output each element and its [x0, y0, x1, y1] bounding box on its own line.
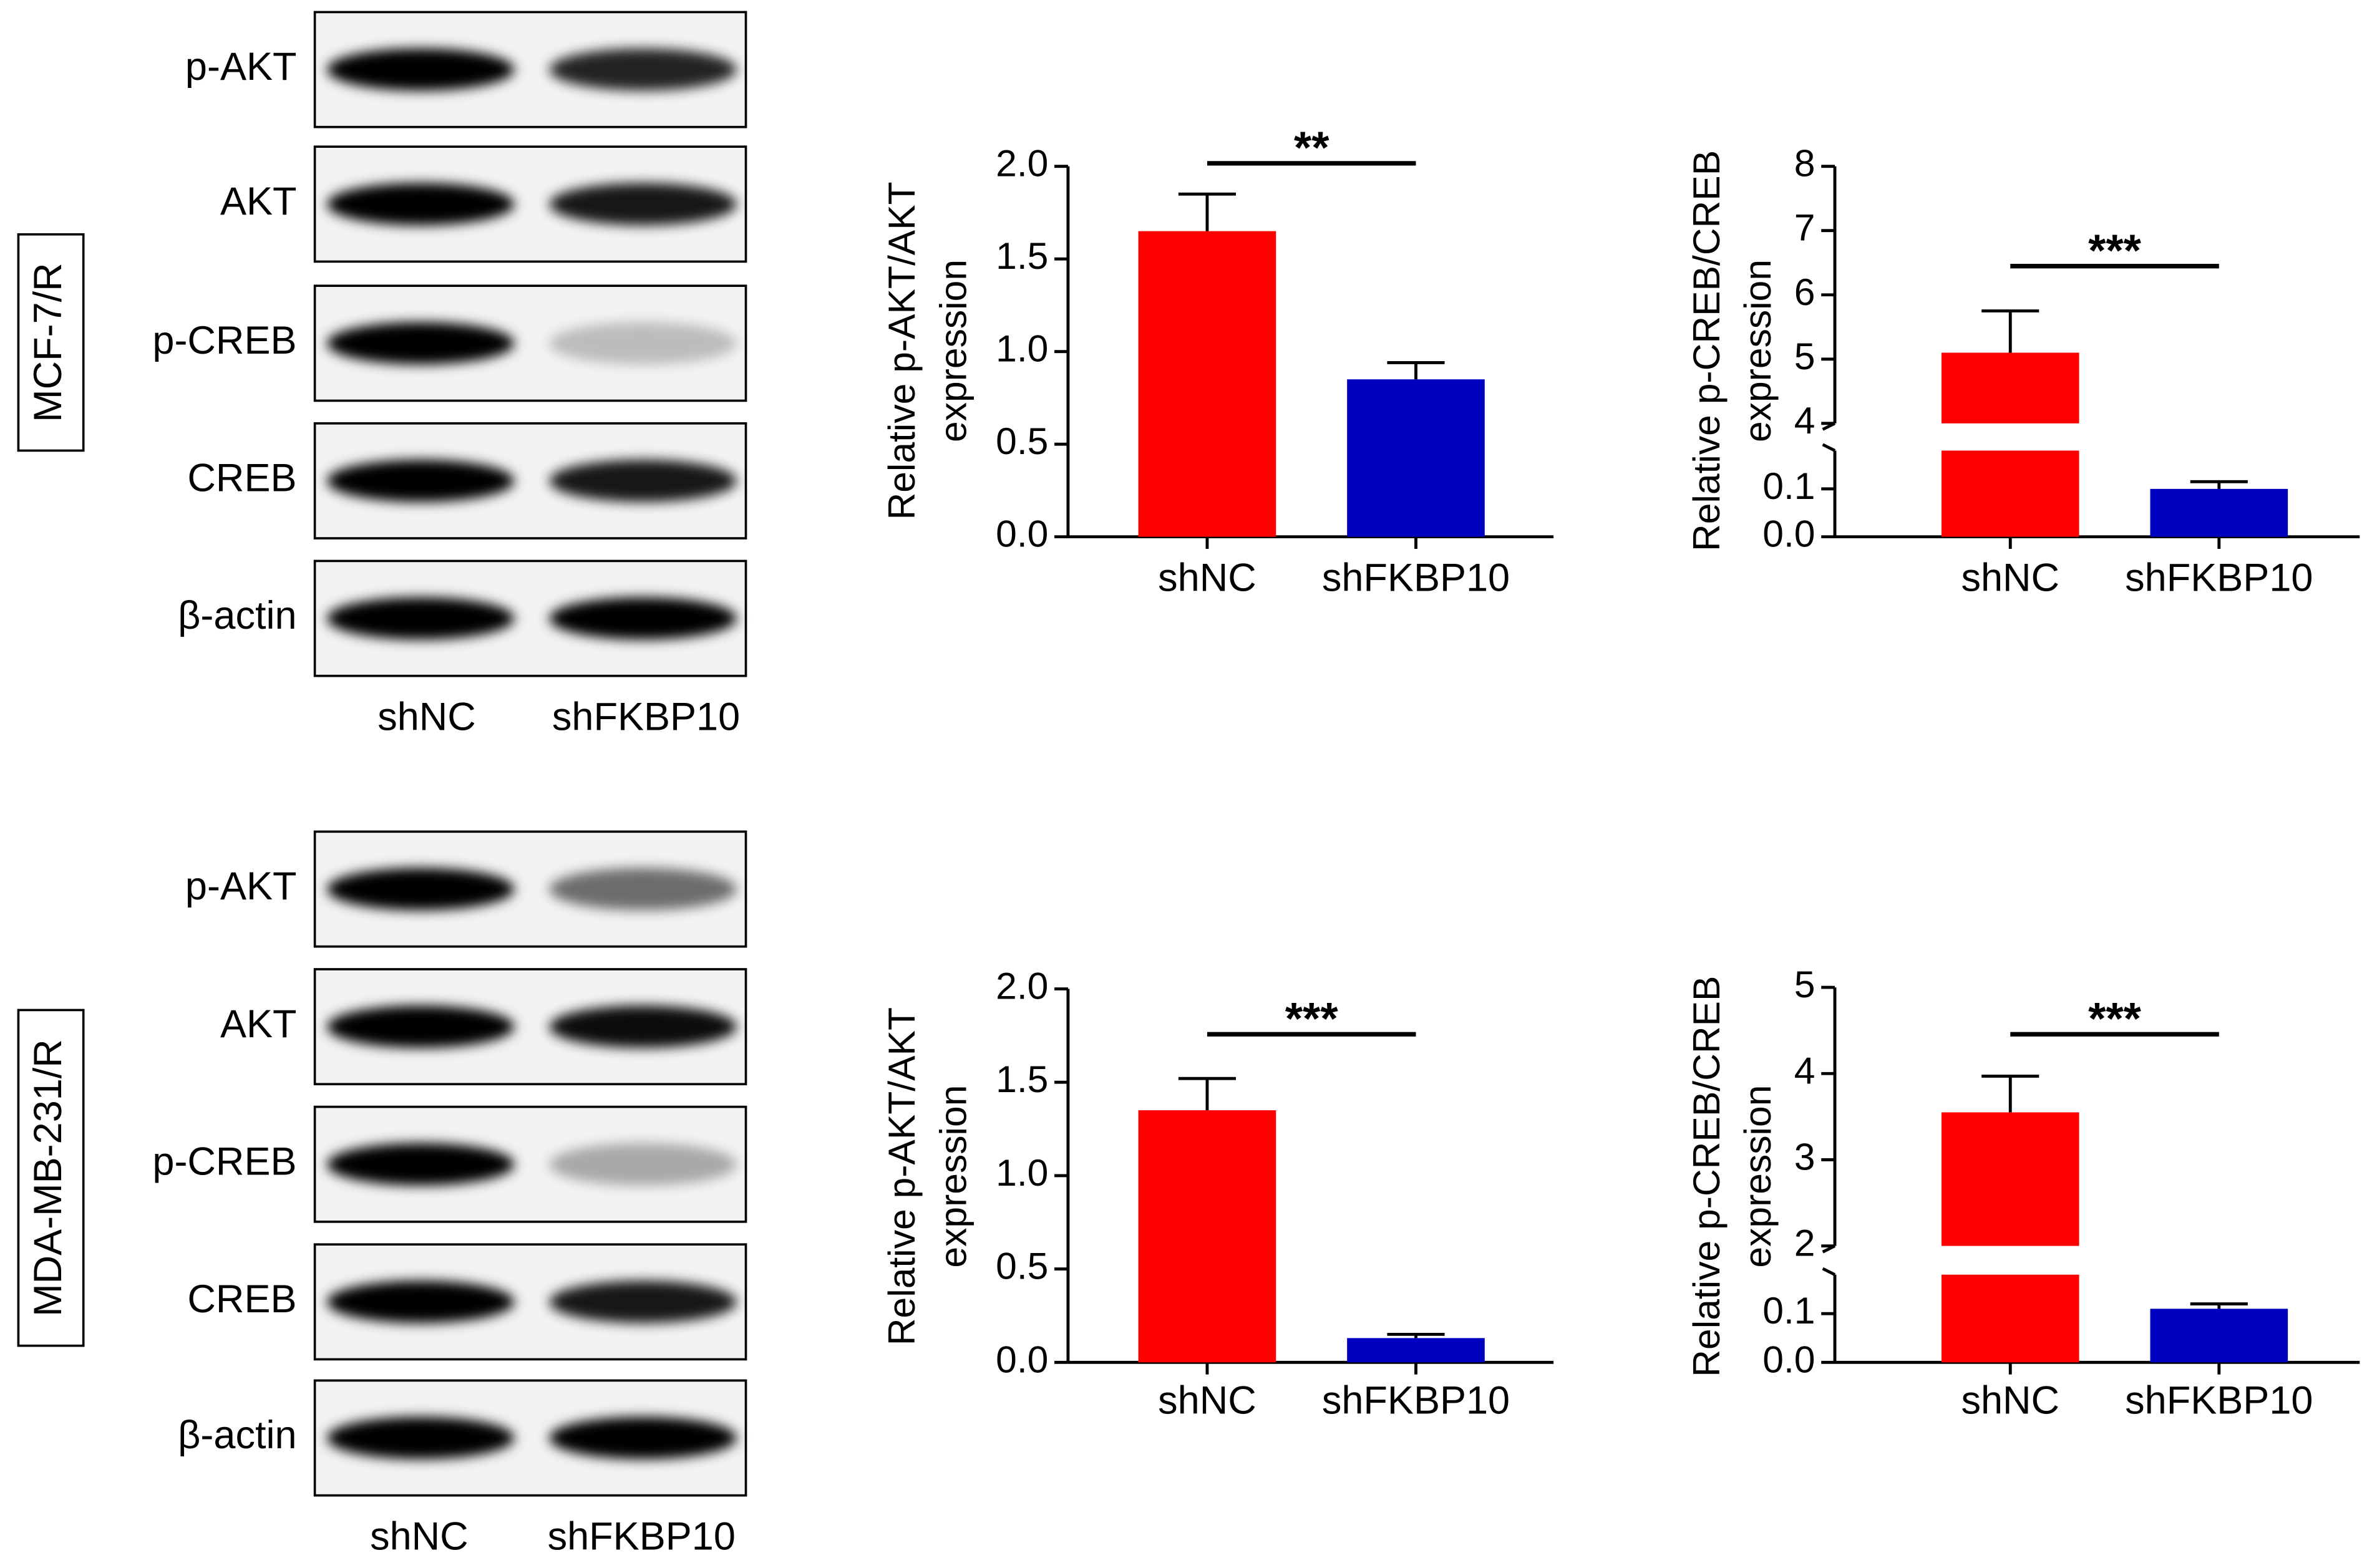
axis-break [1822, 1267, 1836, 1276]
y-axis-label: expression [932, 1085, 975, 1268]
blot-row-label: AKT [220, 1002, 297, 1046]
y-tick-label: 7 [1794, 206, 1815, 249]
x-tick-label: shFKBP10 [2125, 556, 2313, 600]
x-tick-label: shFKBP10 [1322, 1378, 1510, 1422]
blot-band [549, 597, 737, 640]
y-axis-label: expression [932, 259, 975, 442]
y-tick-label: 4 [1794, 1049, 1815, 1091]
bar [1941, 450, 2079, 537]
bar [1138, 231, 1276, 537]
blot-band [326, 183, 515, 226]
cell-line-box [17, 1009, 85, 1347]
bar [1941, 352, 2079, 423]
blot-band [326, 1416, 515, 1459]
y-tick-label: 5 [1794, 335, 1815, 377]
blot-band [326, 1143, 515, 1186]
blot-lane-label: shFKBP10 [548, 1515, 736, 1559]
blot-row-label: p-AKT [185, 864, 297, 908]
blot-band [326, 459, 515, 502]
y-tick-label: 4 [1794, 399, 1815, 442]
blot-lane-label: shNC [377, 695, 476, 739]
y-tick-label: 2.0 [996, 142, 1048, 185]
y-tick-label: 0.0 [1762, 513, 1815, 555]
y-tick-label: 1.5 [996, 1058, 1048, 1100]
y-tick-label: 3 [1794, 1135, 1815, 1178]
blot-row-label: β-actin [178, 594, 296, 637]
bar [1941, 1274, 2079, 1363]
significance-label: *** [2088, 994, 2142, 1044]
y-tick-label: 0.1 [1762, 465, 1815, 507]
x-tick-label: shFKBP10 [2125, 1378, 2313, 1422]
significance-label: *** [2088, 225, 2142, 276]
y-tick-label: 8 [1794, 142, 1815, 185]
axis-break [1822, 443, 1836, 452]
y-tick-label: 6 [1794, 271, 1815, 313]
y-axis-label: Relative p-AKT/AKT [880, 181, 923, 520]
significance-label: ** [1294, 123, 1329, 173]
blot-band [549, 1005, 737, 1048]
blot-band [326, 322, 515, 365]
y-axis-label: expression [1736, 259, 1779, 442]
blot-row-label: p-CREB [152, 1140, 296, 1183]
blot-band [326, 48, 515, 91]
blot-band [326, 597, 515, 640]
blot-row-label: AKT [220, 180, 297, 223]
blot-band [326, 1005, 515, 1048]
cell-line-label: MDA-MB-231/R [26, 1039, 70, 1317]
x-tick-label: shNC [1961, 556, 2059, 600]
y-axis-label: expression [1736, 1085, 1779, 1268]
blot-band [549, 459, 737, 502]
bar [1347, 379, 1485, 537]
bar [2150, 488, 2288, 537]
bar [1347, 1338, 1485, 1363]
bar [1138, 1110, 1276, 1363]
x-tick-label: shFKBP10 [1322, 556, 1510, 600]
cell-line-box [17, 233, 85, 452]
blot-band [326, 868, 515, 911]
y-tick-label: 0.5 [996, 1245, 1048, 1287]
y-tick-label: 0.1 [1762, 1289, 1815, 1332]
blot-lane-label: shNC [370, 1515, 469, 1559]
y-tick-label: 5 [1794, 963, 1815, 1005]
y-tick-label: 0.5 [996, 420, 1048, 462]
blot-band [549, 1416, 737, 1459]
y-tick-label: 1.5 [996, 235, 1048, 277]
y-axis-label: Relative p-AKT/AKT [880, 1007, 923, 1345]
blot-band [549, 1280, 737, 1324]
significance-label: *** [1285, 994, 1339, 1044]
y-tick-label: 2.0 [996, 965, 1048, 1007]
blot-row-label: p-AKT [185, 45, 297, 89]
bar [2150, 1309, 2288, 1363]
blot-band [326, 1280, 515, 1324]
blot-row-label: β-actin [178, 1413, 296, 1457]
y-tick-label: 0.0 [996, 513, 1048, 555]
blot-band [549, 322, 737, 365]
cell-line-label: MCF-7/R [26, 263, 70, 422]
blot-band [549, 868, 737, 911]
y-axis-label: Relative p-CREB/CREB [1685, 150, 1728, 551]
blot-row-label: CREB [187, 1277, 296, 1321]
y-tick-label: 2 [1794, 1222, 1815, 1264]
y-tick-label: 0.0 [996, 1338, 1048, 1380]
bar [1941, 1112, 2079, 1246]
blot-band [549, 183, 737, 226]
x-tick-label: shNC [1158, 1378, 1256, 1422]
y-tick-label: 1.0 [996, 1151, 1048, 1194]
x-tick-label: shNC [1158, 556, 1256, 600]
y-axis-label: Relative p-CREB/CREB [1685, 976, 1728, 1377]
blot-row-label: CREB [187, 457, 296, 500]
blot-lane-label: shFKBP10 [552, 695, 740, 739]
blot-row-label: p-CREB [152, 319, 296, 362]
blot-band [549, 1143, 737, 1186]
x-tick-label: shNC [1961, 1378, 2059, 1422]
y-tick-label: 0.0 [1762, 1338, 1815, 1380]
y-tick-label: 1.0 [996, 327, 1048, 370]
blot-band [549, 48, 737, 91]
